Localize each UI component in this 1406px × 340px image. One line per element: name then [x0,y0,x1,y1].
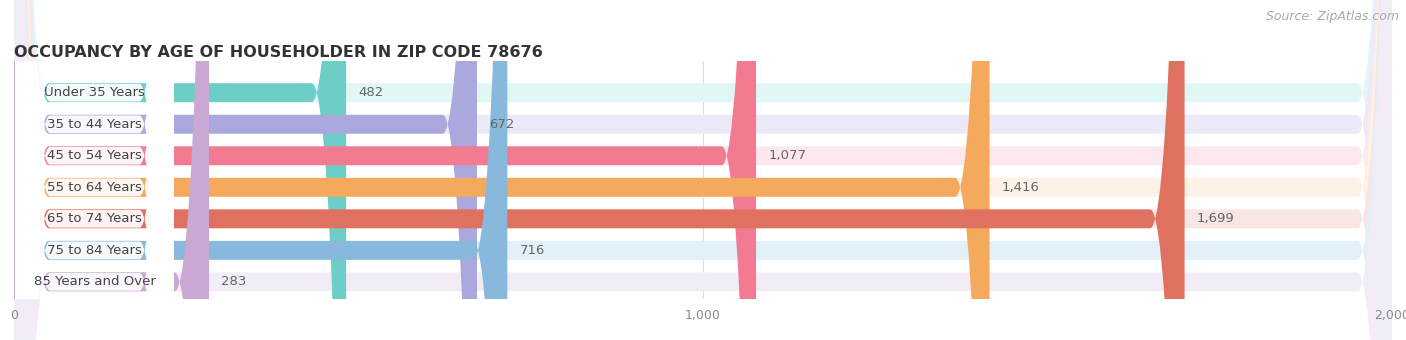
FancyBboxPatch shape [15,0,174,340]
Text: 1,699: 1,699 [1197,212,1234,225]
FancyBboxPatch shape [14,0,1392,340]
Text: Source: ZipAtlas.com: Source: ZipAtlas.com [1265,10,1399,23]
Text: 283: 283 [221,275,247,288]
FancyBboxPatch shape [14,0,990,340]
FancyBboxPatch shape [14,0,1392,340]
Text: 1,416: 1,416 [1002,181,1040,194]
Text: 45 to 54 Years: 45 to 54 Years [48,149,142,162]
FancyBboxPatch shape [15,0,174,340]
Text: 482: 482 [359,86,384,99]
FancyBboxPatch shape [14,0,209,340]
FancyBboxPatch shape [14,0,756,340]
Text: 55 to 64 Years: 55 to 64 Years [48,181,142,194]
Text: OCCUPANCY BY AGE OF HOUSEHOLDER IN ZIP CODE 78676: OCCUPANCY BY AGE OF HOUSEHOLDER IN ZIP C… [14,45,543,59]
FancyBboxPatch shape [14,0,1185,340]
FancyBboxPatch shape [15,0,174,340]
Text: 85 Years and Over: 85 Years and Over [34,275,156,288]
FancyBboxPatch shape [14,0,346,340]
Text: 672: 672 [489,118,515,131]
Text: 1,077: 1,077 [769,149,807,162]
FancyBboxPatch shape [15,0,174,340]
Text: 35 to 44 Years: 35 to 44 Years [48,118,142,131]
FancyBboxPatch shape [14,0,508,340]
Text: Under 35 Years: Under 35 Years [44,86,145,99]
FancyBboxPatch shape [14,0,1392,340]
FancyBboxPatch shape [15,0,174,340]
Text: 65 to 74 Years: 65 to 74 Years [48,212,142,225]
FancyBboxPatch shape [14,0,1392,340]
FancyBboxPatch shape [15,0,174,340]
FancyBboxPatch shape [14,0,477,340]
Text: 75 to 84 Years: 75 to 84 Years [48,244,142,257]
FancyBboxPatch shape [14,0,1392,340]
FancyBboxPatch shape [14,0,1392,340]
Text: 716: 716 [520,244,546,257]
FancyBboxPatch shape [15,0,174,340]
FancyBboxPatch shape [14,0,1392,340]
